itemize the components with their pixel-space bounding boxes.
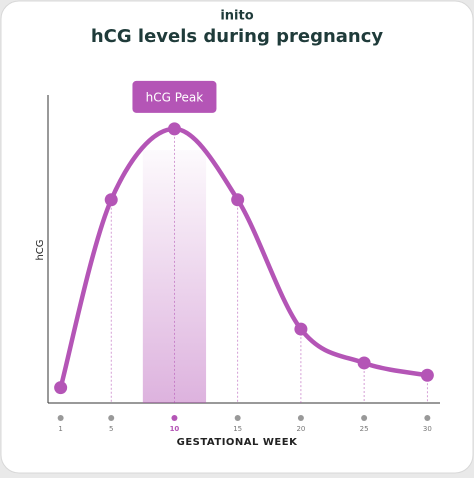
line <box>58 126 430 390</box>
brand: inito <box>220 9 253 24</box>
chart-title: hCG levels during pregnancy <box>91 26 384 47</box>
x-tick-label: 15 <box>233 425 242 433</box>
x-tick-label: 10 <box>170 425 180 433</box>
annotation: hCG Peak <box>146 90 204 104</box>
point <box>231 193 245 207</box>
y-axis-label: hCG <box>35 239 46 260</box>
x-tick-dot <box>234 415 241 421</box>
x-tick-dot <box>424 415 431 421</box>
x-tick-label: 5 <box>109 425 113 433</box>
x-tick-label: 20 <box>296 425 305 433</box>
point <box>104 193 118 207</box>
x-tick-label: 30 <box>423 425 432 433</box>
x-tick-label: 25 <box>360 425 369 433</box>
point <box>294 322 308 336</box>
x-tick-label: 1 <box>58 425 62 433</box>
x-tick-dot <box>361 415 368 421</box>
point <box>420 368 434 382</box>
point <box>357 356 371 370</box>
x-tick-dot <box>57 415 64 421</box>
x-tick-dot <box>171 415 178 421</box>
point <box>167 122 181 136</box>
highlight-band <box>142 150 207 403</box>
x-axis-label: GESTATIONAL WEEK <box>177 437 298 448</box>
x-tick-dot <box>297 415 304 421</box>
x-tick-dot <box>108 415 115 421</box>
annotation-box <box>132 80 217 113</box>
point <box>54 381 68 395</box>
